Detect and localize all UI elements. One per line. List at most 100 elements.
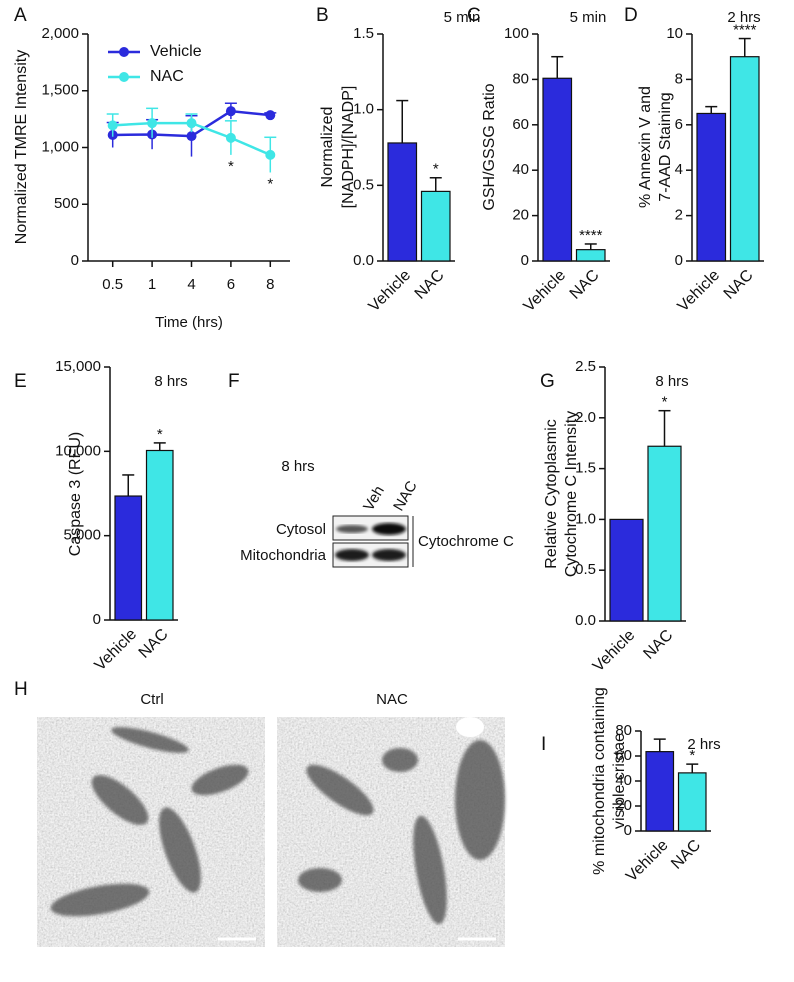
annotation: ****	[579, 227, 603, 244]
bar	[647, 445, 682, 622]
blot-band	[372, 549, 406, 561]
y-tick-label: 0	[521, 252, 529, 269]
y-tick-label: 0	[675, 252, 683, 269]
y-tick-label: 1,000	[41, 138, 79, 155]
x-tick-label: NAC	[721, 267, 757, 303]
y-tick-label: 10,000	[55, 442, 101, 459]
x-tick-label: Vehicle	[521, 267, 570, 316]
point	[225, 132, 236, 143]
y-tick-label: 20	[615, 797, 632, 814]
x-tick-label: Vehicle	[92, 626, 141, 675]
y-tick-label: 80	[615, 722, 632, 739]
y-tick-label: 40	[512, 161, 529, 178]
y-tick-label: 80	[512, 70, 529, 87]
y-axis-label: Normalized TMRE Intensity	[13, 50, 30, 244]
subtitle: 5 min	[444, 9, 481, 26]
point	[186, 131, 197, 142]
y-tick-label: 15,000	[55, 358, 101, 375]
x-axis-label: Time (hrs)	[155, 314, 223, 331]
point	[265, 149, 276, 160]
panel-letter: C	[467, 5, 481, 26]
bar	[114, 495, 143, 621]
point	[186, 118, 197, 129]
x-tick-label: NAC	[567, 267, 603, 303]
y-tick-label: 100	[504, 25, 529, 42]
blot-band	[336, 525, 368, 533]
x-tick-label: 6	[227, 276, 235, 293]
panel-letter: I	[541, 734, 546, 755]
image-panel: H Ctrl NAC	[14, 679, 505, 947]
x-tick-label: NAC	[412, 267, 448, 303]
y-tick-label: 2.5	[575, 358, 596, 375]
x-tick-label: Vehicle	[590, 627, 639, 676]
x-tick-label: NAC	[668, 837, 704, 873]
x-tick-label: Vehicle	[623, 837, 672, 886]
y-tick-label: 1.0	[353, 101, 374, 118]
x-tick-label: Vehicle	[366, 267, 415, 316]
subtitle: 2 hrs	[687, 736, 720, 753]
y-tick-label: 1.0	[575, 510, 596, 527]
y-tick-label: 500	[54, 195, 79, 212]
panel-letter: E	[14, 371, 27, 392]
subtitle: 8 hrs	[154, 373, 187, 390]
subtitle: 5 min	[570, 9, 607, 26]
y-axis-label: Cytochrome C Intensity	[563, 411, 580, 577]
image-label: Ctrl	[140, 691, 163, 708]
row-label: Mitochondria	[240, 547, 327, 564]
bar	[696, 112, 727, 262]
panel-letter: D	[624, 5, 638, 26]
annotation: *	[267, 175, 273, 192]
blot-panel: F 8 hrs Veh NAC Cytosol Mitochondria Cyt…	[228, 371, 514, 568]
y-axis-label: 7-AAD Staining	[657, 92, 674, 201]
annotation: *	[157, 426, 163, 443]
lane-label: Veh	[360, 483, 388, 514]
y-tick-label: 10	[666, 25, 683, 42]
y-tick-label: 2,000	[41, 25, 79, 42]
bar	[145, 449, 174, 621]
x-tick-label: 8	[266, 276, 274, 293]
y-axis-label: Relative Cytoplasmic	[543, 419, 560, 568]
row-label: Cytosol	[276, 521, 326, 538]
point	[265, 110, 276, 121]
legend-marker	[119, 72, 129, 82]
y-tick-label: 5,000	[63, 527, 101, 544]
annotation: *	[689, 747, 695, 764]
blot-title: 8 hrs	[281, 458, 314, 475]
x-tick-label: NAC	[640, 627, 676, 663]
blot-band	[372, 523, 406, 535]
y-tick-label: 1.5	[353, 25, 374, 42]
y-tick-label: 8	[675, 70, 683, 87]
legend-label: NAC	[150, 68, 184, 85]
x-tick-label: 0.5	[102, 276, 123, 293]
image-feature	[456, 717, 484, 737]
y-tick-label: 0.5	[575, 561, 596, 578]
panel-letter: A	[14, 5, 27, 26]
y-axis-label: [NADPH]/[NADP]	[340, 86, 357, 209]
bar	[645, 751, 675, 832]
y-tick-label: 4	[675, 161, 683, 178]
y-tick-label: 0	[624, 822, 632, 839]
y-axis-label: visible cristae	[611, 733, 628, 829]
point	[225, 106, 236, 117]
lane-label: NAC	[390, 478, 421, 514]
panel-letter: H	[14, 679, 28, 700]
y-tick-label: 40	[615, 772, 632, 789]
annotation: *	[433, 161, 439, 178]
y-tick-label: 0	[93, 611, 101, 628]
point	[107, 120, 118, 131]
bar	[729, 56, 760, 262]
x-tick-label: 1	[148, 276, 156, 293]
bar	[575, 249, 606, 262]
y-axis-label: GSH/GSSG Ratio	[481, 83, 498, 210]
bar	[609, 518, 644, 622]
legend-marker	[119, 47, 129, 57]
y-tick-label: 0.5	[353, 176, 374, 193]
y-tick-label: 2.0	[575, 409, 596, 426]
y-tick-label: 0	[71, 252, 79, 269]
bar	[677, 772, 707, 832]
x-tick-label: NAC	[136, 626, 172, 662]
x-tick-label: Vehicle	[675, 267, 724, 316]
y-tick-label: 60	[512, 116, 529, 133]
